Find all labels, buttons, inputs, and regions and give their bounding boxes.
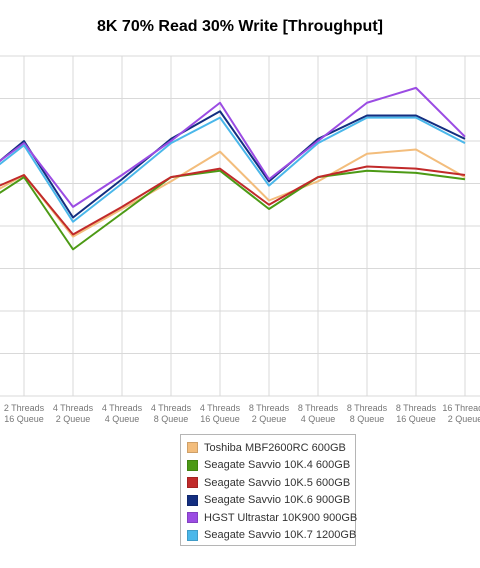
series-line-4 [0,86,466,208]
x-tick-label: 16 Queue [200,414,240,424]
legend-label: Seagate Savvio 10K.6 900GB [204,494,351,506]
legend-swatch [187,459,198,471]
legend-swatch [187,442,198,453]
legend-label: Seagate Savvio 10K.5 600GB [204,476,351,489]
legend-item: Seagate Savvio 10K.6 900GB [187,492,350,509]
chart-title: 8K 70% Read 30% Write [Throughput] [97,18,383,35]
series-line-3 [0,110,466,219]
x-tick-label: 4 Threads [102,403,143,413]
legend-label: Seagate Savvio 10K.4 600GB [204,459,351,471]
series-line-5 [0,116,466,223]
x-tick-label: 2 Threads [4,403,45,413]
x-tick-label: 16 Queue [4,414,44,424]
x-tick-label: 2 Queue [56,414,91,424]
legend-item: HGST Ultrastar 10K900 900GB [187,509,357,526]
legend-item: Seagate Savvio 10K.5 600GB [187,474,350,491]
legend-swatch [187,512,198,523]
x-tick-label: 4 Threads [200,403,241,413]
legend-swatch [187,477,198,488]
legend-swatch [187,529,198,541]
x-tick-label: 16 Threads [442,403,480,413]
legend-item: Seagate Savvio 10K.4 600GB [187,457,350,474]
legend-label: HGST Ultrastar 10K900 900GB [204,511,358,524]
x-tick-label: 2 Queue [448,414,480,424]
series-line-2 [0,165,466,236]
legend: Toshiba MBF2600RC 600GB Seagate Savvio 10… [180,434,357,546]
x-tick-label: 8 Threads [396,403,437,413]
series-lines [0,86,466,251]
x-tick-label: 8 Threads [298,403,339,413]
x-tick-label: 2 Queue [252,414,287,424]
legend-swatch [187,494,198,506]
series-line-0 [0,148,466,238]
legend-label: Seagate Savvio 10K.7 1200GB [204,529,357,541]
x-tick-label: 8 Threads [347,403,388,413]
legend-label: Toshiba MBF2600RC 600GB [204,441,346,454]
x-tick-label: 8 Queue [154,414,189,424]
x-tick-label: 8 Threads [249,403,290,413]
legend-item: Seagate Savvio 10K.7 1200GB [187,527,356,544]
x-tick-label: 4 Queue [105,414,140,424]
legend-item: Toshiba MBF2600RC 600GB [187,439,346,456]
series-line-1 [0,169,466,251]
x-tick-label: 4 Threads [151,403,192,413]
plot-grid [0,55,480,397]
x-tick-label: 8 Queue [350,414,385,424]
x-tick-label: 4 Threads [53,403,94,413]
x-tick-label: 4 Queue [301,414,336,424]
x-tick-label: 16 Queue [396,414,436,424]
